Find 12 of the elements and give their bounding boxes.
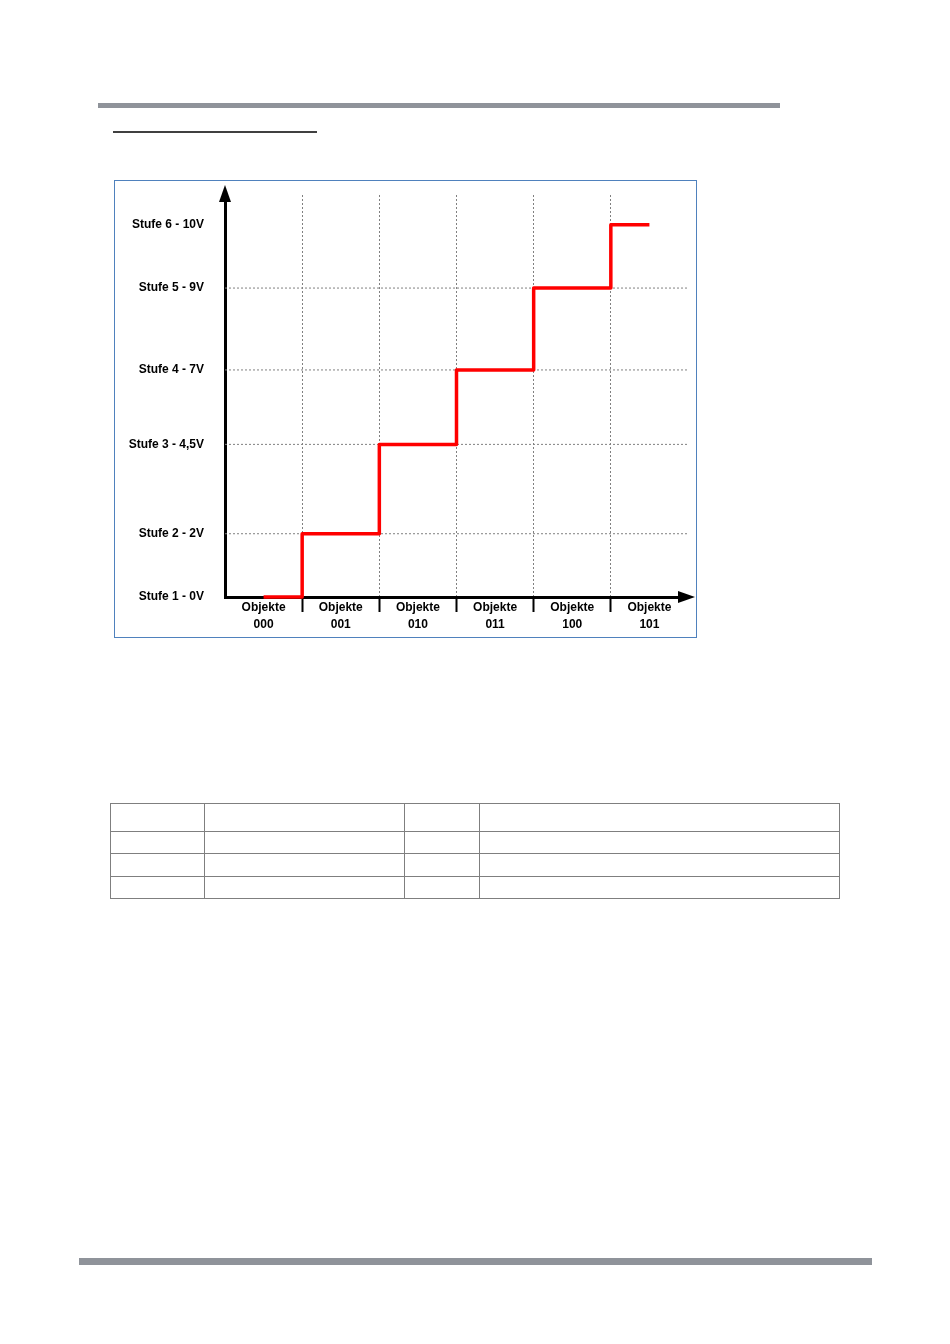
ref-line-label: Stufe 3 - 4,5V xyxy=(128,436,204,451)
x-tick-label: Objekte 100 xyxy=(550,600,595,631)
text: Stufe 1 - 0V xyxy=(138,589,204,604)
ref-line-label: Stufe 4 - 7V xyxy=(138,362,204,377)
text: Stufe 6 - 10V xyxy=(131,217,204,232)
ref-line-label: Stufe 2 - 2V xyxy=(138,526,204,541)
ref-line-label: Stufe 5 - 9V xyxy=(138,280,204,295)
x-tick-label: Objekte 000 xyxy=(241,600,286,631)
x-tick-label: Objekte 010 xyxy=(395,600,441,631)
x-tick-label: Objekte 011 xyxy=(473,600,518,631)
x-tick-label: Objekte 101 xyxy=(627,600,672,631)
x-tick-label: Objekte 001 xyxy=(318,600,364,631)
